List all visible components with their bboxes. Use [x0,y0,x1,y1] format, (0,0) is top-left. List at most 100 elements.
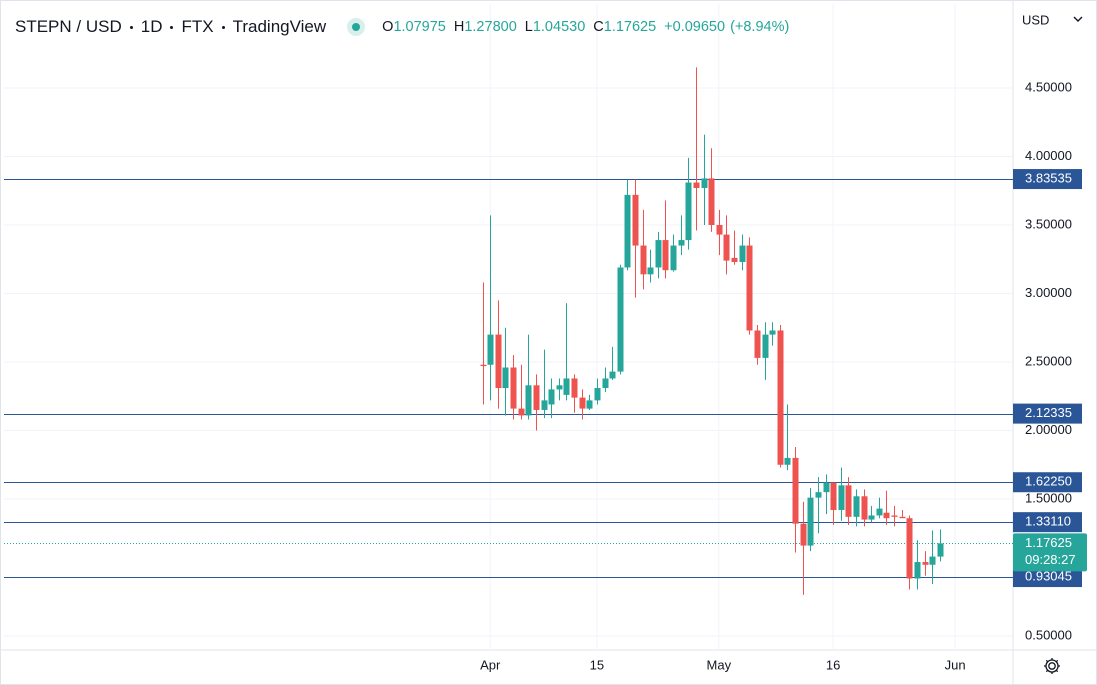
candle-body [868,515,875,520]
candle [899,509,906,519]
candle-body [708,178,715,225]
candle [883,490,890,526]
currency-selector[interactable]: USD [1022,12,1049,27]
ohlc-value: 1.17625 [603,19,657,35]
candle-body [906,518,913,579]
candle-body [777,330,784,465]
candle-body [899,516,906,519]
y-tick-label: 4.00000 [1025,148,1072,163]
candle [525,334,532,420]
candle-body [739,245,746,262]
level-label: 1.62250 [1025,474,1072,489]
candle [823,474,830,515]
candle [556,378,563,401]
x-tick-label: 15 [590,657,604,672]
y-tick-label: 2.00000 [1025,422,1072,437]
candle [868,505,875,523]
candle-body [609,371,616,379]
level-label: 3.83535 [1025,170,1072,185]
candle-body [731,257,738,262]
y-tick-label: 2.50000 [1025,353,1072,368]
candle-body [594,388,601,401]
candle-body [861,496,868,520]
candle-body [914,562,921,579]
source: TradingView [232,17,327,36]
candle-body [883,512,890,519]
candle [929,530,936,584]
y-tick-label: 3.50000 [1025,216,1072,231]
candle-body [830,482,837,510]
candle [533,374,540,431]
separator [129,25,133,29]
candle-body [556,385,563,390]
candle-body [800,523,807,546]
candle-body [624,194,631,268]
candle-body [815,492,822,498]
legend-header: STEPN / USD 1D FTX TradingView O1.07975 H… [15,14,794,40]
level-label: 0.93045 [1025,568,1072,583]
candle-body [701,178,708,189]
ohlc-label: C [593,19,604,35]
exchange: FTX [181,17,214,36]
candle-body [716,224,723,235]
separator [170,25,174,29]
candle [914,540,921,590]
candle [701,134,708,225]
candle [647,249,654,283]
candle-body [784,457,791,465]
interval: 1D [140,17,163,36]
candle-body [670,245,677,271]
candle-body [525,385,532,416]
change-percent: (+8.94%) [730,19,790,35]
candle-body [937,543,944,557]
candle [861,489,868,527]
last-price-label: 1.17625 [1025,535,1072,550]
candle-body [685,182,692,241]
ohlc-label: L [524,19,533,35]
candle-body [678,240,685,246]
candle-body [510,367,517,409]
candle-body [586,400,593,409]
candle-body [823,482,830,493]
candle-body [693,182,700,189]
candle-body [853,496,860,517]
candle [807,488,814,552]
candle [571,374,578,413]
settings-icon[interactable] [1044,658,1060,674]
x-tick-label: 16 [826,657,840,672]
currency-chevron[interactable] [1073,16,1083,22]
ohlc-label: H [453,19,465,35]
candle [586,394,593,410]
candle [723,215,730,275]
candle [609,346,616,380]
candle [716,209,723,256]
candle [784,404,791,471]
candle [830,482,837,526]
candle-body [746,245,753,331]
candle [853,489,860,527]
market-status[interactable] [352,23,361,31]
last-price-label-bg [1013,533,1087,572]
candle [754,325,761,365]
candle-body [541,400,548,410]
y-tick-label: 3.00000 [1025,285,1072,300]
candle [906,515,913,590]
level-label-bg [1013,567,1082,588]
candle [502,327,509,416]
candle [563,303,570,401]
candle-body [602,378,609,389]
candle-body [617,267,624,372]
separator [221,25,225,29]
x-tick-label: Jun [945,657,966,672]
candle [670,234,677,272]
candle [624,179,631,271]
candle [922,551,929,576]
candle-body [662,240,669,271]
level-label-bg [1013,472,1082,493]
candle [480,282,487,405]
candle [510,355,517,420]
x-tick-label: Apr [480,657,501,672]
candle [579,389,586,420]
candle-body [807,497,814,546]
